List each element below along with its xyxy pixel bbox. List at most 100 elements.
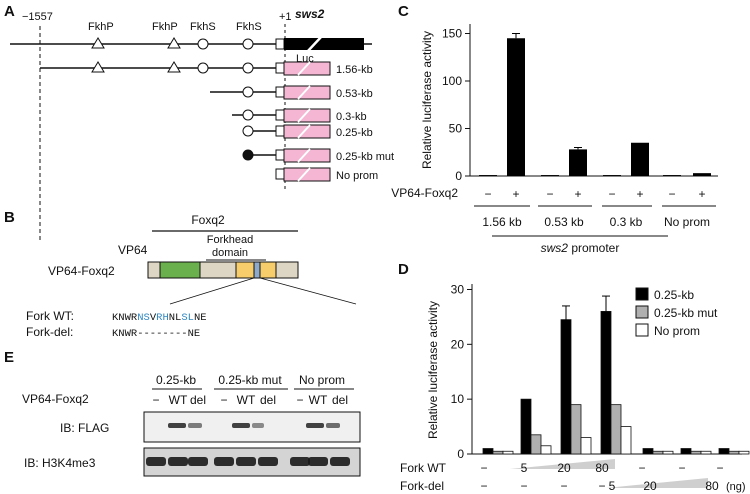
seq-segment: RH [156, 312, 169, 324]
c-bars [479, 33, 711, 176]
fkhp-site-icon [167, 37, 181, 49]
h3k4me3-band [308, 457, 328, 466]
luc-box [283, 124, 331, 139]
c-bar [569, 149, 587, 176]
d-bar [600, 311, 612, 455]
seq-segment: NS [137, 312, 150, 324]
flag-band [306, 423, 324, 428]
c-group-label: No prom [664, 215, 710, 229]
site-label: FkhP [88, 21, 114, 33]
d-bar [718, 448, 730, 455]
c-xtick-label: + [636, 187, 643, 201]
c-xtick-label: + [574, 187, 581, 201]
seq-segment: KNWR [112, 312, 138, 324]
d-legend-label: No prom [654, 324, 700, 338]
d-ylabel: Relative luciferase activity [426, 301, 440, 439]
blot-label: IB: H3K4me3 [24, 456, 96, 470]
fork-del-row-label: Fork-del [400, 479, 444, 493]
c-xtick-label: + [698, 187, 705, 201]
d-bar [560, 319, 572, 455]
d-bar [502, 450, 514, 455]
coord-start: −1557 [22, 11, 53, 23]
fork-wt-dose: 5 [521, 461, 528, 475]
c-ytick-label: 150 [442, 27, 462, 41]
c-bar [541, 175, 559, 176]
fkhp-site-icon [91, 37, 105, 49]
d-legend-swatch [635, 305, 649, 319]
foxq2-label: Foxq2 [191, 213, 225, 227]
domain-label: domain [212, 247, 248, 259]
construct-1-56: 1.56-kb [40, 61, 373, 76]
d-bar [620, 426, 632, 455]
c-xtick-label: − [608, 187, 615, 201]
fork-wt-dose: − [678, 461, 685, 475]
d-bar [738, 450, 750, 455]
lane-label: − [220, 393, 227, 407]
c-ticks: 0 50 100 150 [442, 27, 470, 183]
fkhs-site-icon [242, 62, 254, 74]
construct-name: VP64-Foxq2 [48, 264, 115, 278]
construct-0-3: 0.3-kb [232, 108, 367, 123]
panel-d: D Relative luciferase activity 0 10 20 30 0… [398, 261, 750, 493]
d-bar [680, 448, 692, 455]
fork-del-gradient-wedge [606, 478, 708, 488]
panel-a: A −1557 +1 FkhP FkhP FkhS FkhS sws2 Luc [4, 3, 394, 240]
luc-box [283, 108, 331, 123]
lane-labels: − WT del − WT del − WT del [152, 393, 348, 407]
blot-group-label: 0.25-kb [156, 373, 196, 387]
d-bar [580, 437, 592, 455]
c-group-label: 0.3 kb [610, 215, 643, 229]
construct-label: 0.25-kb [336, 127, 373, 139]
c-xtick-label: + [512, 187, 519, 201]
construct-no-prom: No prom [275, 167, 378, 182]
c-xtick-label: − [546, 187, 553, 201]
fork-del-dose: − [598, 479, 605, 493]
d-legend-swatch [635, 287, 649, 301]
c-bar [479, 175, 497, 176]
d-bar [642, 448, 654, 455]
c-ylabel: Relative luciferase activity [420, 31, 434, 169]
flag-band [326, 423, 340, 428]
fork-wt-gradient-wedge [510, 459, 615, 469]
h3k4me3-band [188, 457, 208, 466]
d-ytick-label: 10 [451, 392, 465, 406]
construct-label: 0.25-kb mut [336, 151, 394, 163]
construct-label: 0.3-kb [336, 111, 367, 123]
lane-label: WT [309, 393, 328, 407]
blot-group-label: No prom [299, 373, 345, 387]
h3k4me3-band [258, 457, 278, 466]
flag-band [232, 423, 250, 428]
genomic-locus [10, 35, 372, 53]
lane-label: del [260, 393, 276, 407]
fkhs-site-icon [242, 38, 254, 50]
fork-wt-row-label: Fork WT [400, 461, 447, 475]
fork-del-dose: − [480, 479, 487, 493]
d-bar [652, 450, 664, 455]
fork-del-dose: − [560, 479, 567, 493]
panel-b-letter: B [4, 209, 15, 226]
fork-del-dose: 20 [643, 479, 657, 493]
d-bar [520, 398, 532, 455]
fkhs-site-icon [197, 62, 209, 74]
dose-unit: (ng) [726, 481, 746, 493]
panel-a-letter: A [4, 3, 15, 20]
d-bar [540, 445, 552, 455]
vp64-domain [159, 261, 201, 279]
luc-box [283, 61, 331, 76]
flag-band [168, 423, 186, 428]
c-group-caption: sws2 promoter [541, 241, 620, 255]
lane-label: WT [237, 393, 256, 407]
c-bar [631, 142, 649, 176]
fork-wt-sequence: KNWRNSVRHNLSLNE [112, 312, 207, 324]
lane-label: WT [169, 393, 188, 407]
fork-wt-dose: 20 [557, 461, 571, 475]
blot-label: IB: FLAG [60, 421, 109, 435]
construct-0-53: 0.53-kb [210, 85, 373, 100]
c-xlabels: − + − + − + − + [484, 187, 705, 201]
d-ytick-label: 0 [457, 447, 464, 461]
d-ytick-label: 20 [451, 337, 465, 351]
d-bar [690, 450, 702, 455]
flag-band [252, 423, 264, 428]
fkhp-site-icon [167, 61, 181, 73]
seq-segment: NE [194, 312, 207, 324]
